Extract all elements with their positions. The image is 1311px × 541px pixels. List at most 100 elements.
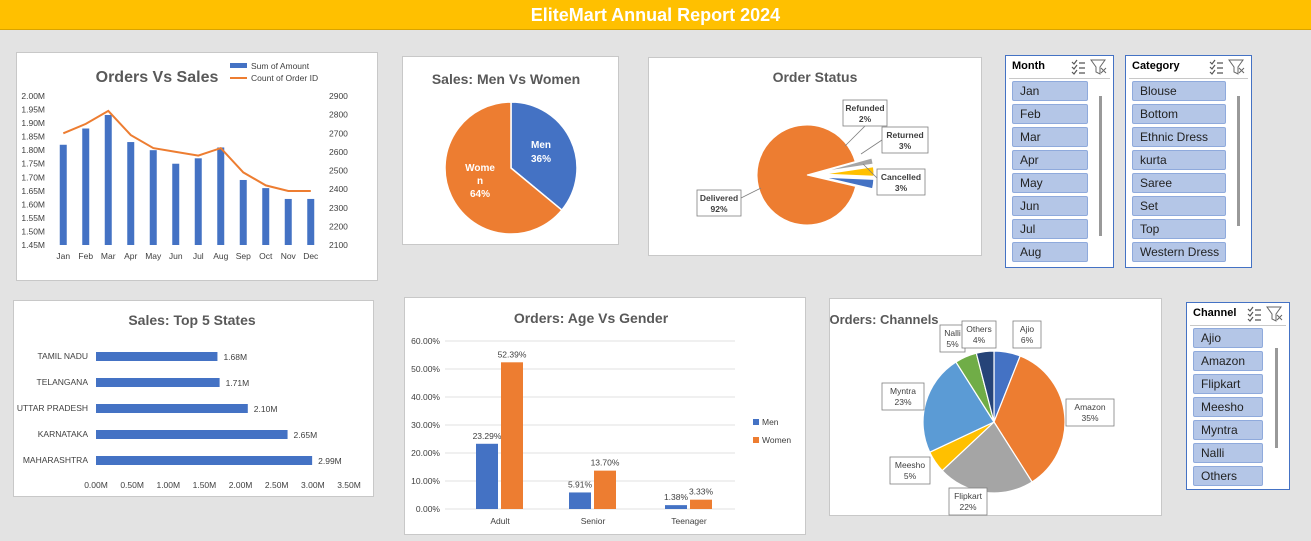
slicer-item[interactable]: Nalli (1193, 443, 1263, 463)
channels-chart: Orders: ChannelsAjio6%Amazon35%Flipkart2… (830, 312, 1115, 516)
channel-slicer-title: Channel (1193, 307, 1237, 319)
slicer-item[interactable]: Top (1132, 219, 1226, 239)
category-slicer-scrollbar[interactable] (1237, 96, 1240, 226)
x-tick: Adult (490, 516, 510, 526)
slicer-item[interactable]: Others (1193, 466, 1263, 486)
slicer-item[interactable]: Mar (1012, 127, 1088, 147)
slicer-item[interactable]: Bottom (1132, 104, 1226, 124)
bar-state-sales (96, 430, 288, 439)
slice-label: 4% (973, 335, 986, 345)
bar-women (594, 470, 616, 509)
slicer-item[interactable]: Blouse (1132, 81, 1226, 101)
y-tick-left: 1.50M (21, 226, 45, 236)
pie-slice (510, 101, 578, 212)
slicer-item[interactable]: Ajio (1193, 328, 1263, 348)
slicer-item[interactable]: Myntra (1193, 420, 1263, 440)
multiselect-icon[interactable] (1071, 59, 1085, 75)
bar-men (569, 492, 591, 509)
clear-filter-icon[interactable] (1266, 306, 1283, 322)
data-label-box (842, 99, 888, 127)
y-tick-right: 2700 (329, 128, 348, 138)
channel-slicer[interactable]: Channel Ajio Amazon Flipkart Meesho Myntra Na… (1186, 302, 1290, 490)
category-slicer[interactable]: Category Blouse Bottom Ethnic Dress kurta Sa… (1125, 55, 1252, 268)
slice-label: Cancelled (881, 172, 921, 182)
data-label-box (876, 168, 926, 196)
slice-label: Flipkart (954, 491, 983, 501)
slice-label: 5% (904, 471, 917, 481)
pie-slice (993, 355, 1066, 483)
slice-label: Myntra (890, 386, 916, 396)
age-vs-gender-panel: Orders: Age Vs Gender 0.00% 10.00% 20.00% 30… (404, 297, 806, 535)
slicer-item[interactable]: Amazon (1193, 351, 1263, 371)
multiselect-icon[interactable] (1247, 306, 1261, 322)
men-vs-women-panel: Sales: Men Vs Women Men 36% Wome n 64% (402, 56, 619, 245)
y-tick-right: 2500 (329, 166, 348, 176)
bar-sum-of-amount (82, 128, 90, 245)
slice-label: 64% (470, 189, 490, 200)
pie-slice (756, 124, 857, 226)
legend-label: Sum of Amount (251, 61, 310, 71)
data-label-box (948, 487, 988, 516)
x-tick: Mar (101, 251, 116, 261)
category-slicer-icons (1207, 58, 1247, 81)
slicer-item[interactable]: Flipkart (1193, 374, 1263, 394)
y-tick: TAMIL NADU (37, 351, 88, 361)
slicer-item[interactable]: Set (1132, 196, 1226, 216)
slicer-item[interactable]: Jun (1012, 196, 1088, 216)
slicer-item[interactable]: Jul (1012, 219, 1088, 239)
slicer-item[interactable]: Aug (1012, 242, 1088, 262)
slicer-item[interactable]: Western Dress (1132, 242, 1226, 262)
data-label-box (939, 324, 966, 353)
report-banner: EliteMart Annual Report 2024 (0, 0, 1311, 30)
x-tick: May (145, 251, 162, 261)
x-tick: Nov (281, 251, 297, 261)
data-label-box (696, 189, 742, 217)
bar-men (665, 505, 687, 509)
slicer-item[interactable]: Saree (1132, 173, 1226, 193)
slicer-divider (1129, 78, 1248, 79)
y-tick-left: 1.45M (21, 240, 45, 250)
y-tick-left: 1.65M (21, 186, 45, 196)
bar-sum-of-amount (149, 150, 157, 245)
slice-label: Refunded (845, 103, 884, 113)
bar-men (476, 443, 498, 509)
data-label: 1.38% (664, 492, 689, 502)
clear-filter-icon[interactable] (1090, 59, 1107, 75)
slice-label: 92% (710, 204, 727, 214)
chart-title: Orders: Age Vs Gender (514, 310, 669, 326)
slicer-item[interactable]: Meesho (1193, 397, 1263, 417)
x-tick: Senior (581, 516, 606, 526)
y-tick-left: 1.75M (21, 159, 45, 169)
slicer-item[interactable]: Ethnic Dress (1132, 127, 1226, 147)
slice-label: Delivered (700, 193, 738, 203)
slicer-item[interactable]: Jan (1012, 81, 1088, 101)
chart-title: Sales: Top 5 States (128, 312, 256, 328)
y-tick-right: 2900 (329, 91, 348, 101)
legend-label: Count of Order ID (251, 73, 318, 83)
y-tick-left: 2.00M (21, 91, 45, 101)
orders-vs-sales-chart: Orders Vs Sales 1.45M 1.50M 1.55M 1.60M 1.65M… (21, 61, 348, 261)
data-label-box (1065, 398, 1115, 427)
clear-filter-icon[interactable] (1228, 59, 1245, 75)
month-slicer-scrollbar[interactable] (1099, 96, 1102, 236)
category-slicer-title: Category (1132, 60, 1180, 72)
slicer-item[interactable]: Feb (1012, 104, 1088, 124)
channel-slicer-scrollbar[interactable] (1275, 348, 1278, 448)
x-tick: 3.50M (337, 480, 361, 490)
y-tick-right: 2300 (329, 203, 348, 213)
bar-state-sales (96, 456, 313, 465)
data-label: 2.99M (318, 456, 342, 466)
y-tick-left: 1.85M (21, 132, 45, 142)
multiselect-icon[interactable] (1209, 59, 1223, 75)
men-vs-women-chart: Sales: Men Vs Women Men 36% Wome n 64% (432, 71, 580, 235)
slice-label: 22% (959, 502, 976, 512)
slicer-item[interactable]: May (1012, 173, 1088, 193)
y-tick-right: 2200 (329, 221, 348, 231)
channels-panel: Orders: Channels Ajio 6% Amazon 35% Flipkart 2… (829, 298, 1162, 516)
month-slicer[interactable]: Month Jan Feb Mar Apr May Jun Jul Aug (1005, 55, 1114, 268)
slicer-item[interactable]: Apr (1012, 150, 1088, 170)
slice-label: Returned (886, 130, 923, 140)
legend-swatch (753, 419, 759, 425)
slicer-item[interactable]: kurta (1132, 150, 1226, 170)
